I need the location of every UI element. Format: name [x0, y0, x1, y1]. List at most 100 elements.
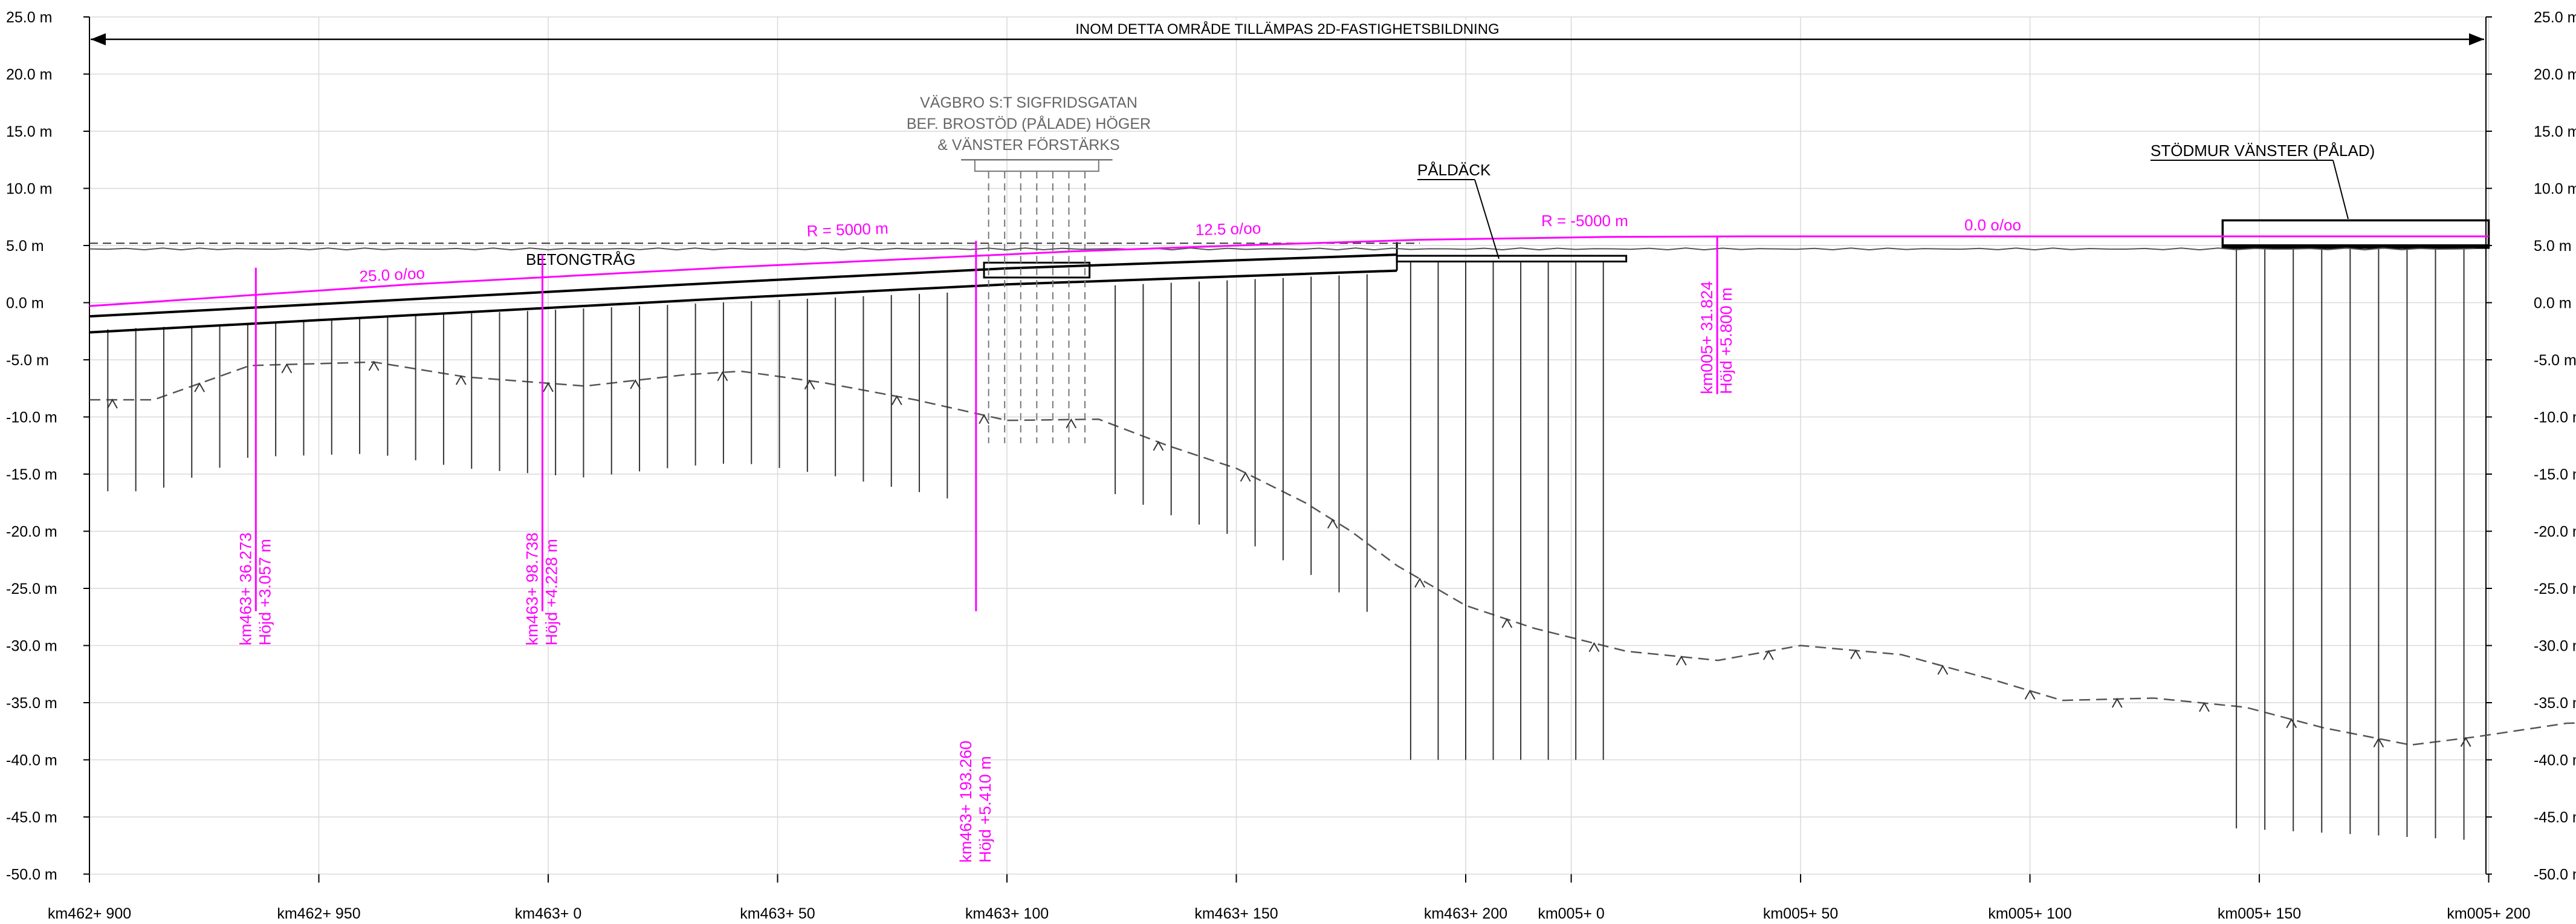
marker-height-label: Höjd +4.228 m — [542, 539, 560, 645]
x-label: km463+ 100 — [965, 905, 1049, 922]
y-label-right: 0.0 m — [2534, 295, 2572, 312]
marker-height-label: Höjd +5.410 m — [976, 756, 994, 862]
bedrock-mark — [1675, 656, 1687, 666]
marker-km-label: km005+ 31.824 — [1698, 281, 1716, 394]
marker-km-label: km463+ 98.738 — [523, 533, 541, 646]
radius-label-2: R = -5000 m — [1541, 212, 1628, 230]
y-label-left: -20.0 m — [6, 524, 57, 541]
grade-label-2: 12.5 o/oo — [1195, 219, 1261, 239]
bedrock-mark — [630, 379, 641, 389]
annotations: VÄGBRO S:T SIGFRIDSGATAN BEF. BROSTÖD (P… — [359, 94, 2375, 285]
marker-km-label: km463+ 193.260 — [957, 741, 975, 863]
marker-height-label: Höjd +5.800 m — [1717, 287, 1735, 394]
trough-bottom — [89, 269, 1397, 334]
ground-surface — [89, 242, 2475, 251]
bedrock-mark — [107, 399, 118, 409]
y-label-right: -30.0 m — [2534, 638, 2576, 655]
y-label-right: -10.0 m — [2534, 409, 2576, 426]
title-arrow-right — [2469, 33, 2484, 45]
x-label: km005+ 50 — [1763, 905, 1838, 922]
y-label-right: 20.0 m — [2534, 67, 2576, 83]
x-label: km005+ 0 — [1538, 905, 1605, 922]
bedrock-polyline — [89, 361, 2576, 746]
bedrock-mark — [543, 382, 554, 392]
existing-bridge — [961, 159, 1113, 443]
ground-polyline — [89, 247, 2475, 251]
bedrock-mark — [1153, 440, 1164, 451]
bedrock-mark — [281, 363, 293, 374]
y-label-right: 15.0 m — [2534, 123, 2576, 140]
alignment-line — [89, 235, 2489, 307]
bedrock-mark — [1763, 650, 1774, 660]
y-label-right: 10.0 m — [2534, 181, 2576, 198]
y-label-left: 15.0 m — [6, 123, 52, 140]
bedrock-line — [89, 360, 2576, 747]
bedrock-mark — [1066, 418, 1077, 429]
bedrock-mark — [2024, 689, 2036, 700]
structures — [89, 219, 2490, 334]
grade-label-1: 25.0 o/oo — [359, 264, 426, 285]
x-label: km463+ 150 — [1194, 905, 1278, 922]
y-label-left: -15.0 m — [6, 466, 57, 483]
pile-deck — [1396, 255, 1628, 262]
title-dimension: INOM DETTA OMRÅDE TILLÄMPAS 2D-FASTIGHET… — [91, 20, 2484, 45]
drawing-title: INOM DETTA OMRÅDE TILLÄMPAS 2D-FASTIGHET… — [1075, 21, 1499, 37]
chainage-markers: km463+ 36.273 Höjd +3.057 m km463+ 98.738 H… — [236, 236, 1735, 863]
bedrock-mark — [2199, 701, 2210, 712]
bedrock-mark — [455, 375, 467, 385]
bedrock-mark — [717, 371, 728, 382]
x-label: km463+ 0 — [515, 905, 582, 922]
y-label-right: -40.0 m — [2534, 752, 2576, 769]
y-label-left: -50.0 m — [6, 867, 57, 883]
x-label: km005+ 200 — [2447, 905, 2530, 922]
paldack-leader — [1474, 179, 1500, 259]
grade-label-3: 0.0 o/oo — [1964, 216, 2021, 234]
bedrock-mark — [1414, 578, 1425, 588]
alignment-polyline — [89, 235, 2489, 307]
retaining-wall — [2221, 219, 2490, 249]
y-label-left: -10.0 m — [6, 409, 57, 426]
radius-label-1: R = 5000 m — [806, 219, 888, 240]
bedrock-mark — [2460, 737, 2471, 747]
bedrock-mark — [979, 414, 989, 425]
y-label-left: 5.0 m — [6, 238, 44, 255]
stodmur-leader — [2332, 160, 2349, 220]
piles — [107, 247, 2465, 840]
trough-top — [89, 253, 1397, 318]
y-label-left: 10.0 m — [6, 181, 52, 198]
bedrock-mark — [368, 360, 380, 371]
bedrock-mark — [1588, 642, 1600, 652]
y-label-left: -40.0 m — [6, 752, 57, 769]
bridge-label-line1: VÄGBRO S:T SIGFRIDSGATAN — [920, 94, 1138, 111]
bedrock-mark — [804, 379, 815, 390]
title-arrow-left — [91, 33, 106, 45]
paldack-label: PÅLDÄCK — [1417, 161, 1491, 179]
y-label-right: 25.0 m — [2534, 9, 2576, 26]
y-label-left: -30.0 m — [6, 638, 57, 655]
bedrock-mark — [1327, 518, 1338, 529]
marker-km-label: km463+ 36.273 — [236, 533, 254, 646]
bridge-label-line2: BEF. BROSTÖD (PÅLADE) HÖGER — [907, 114, 1151, 132]
y-label-left: -45.0 m — [6, 809, 57, 826]
bedrock-mark — [891, 395, 902, 405]
y-label-right: -50.0 m — [2534, 867, 2576, 883]
y-label-left: 0.0 m — [6, 295, 44, 312]
x-label: km005+ 100 — [1988, 905, 2071, 922]
bedrock-mark — [2286, 718, 2297, 729]
y-label-left: -25.0 m — [6, 581, 57, 597]
bedrock-mark — [1501, 618, 1513, 628]
y-label-right: -35.0 m — [2534, 695, 2576, 712]
bedrock-mark — [194, 382, 205, 392]
grid — [89, 16, 2490, 883]
y-label-right: -25.0 m — [2534, 581, 2576, 597]
y-label-right: -45.0 m — [2534, 809, 2576, 826]
x-label: km463+ 200 — [1424, 905, 1507, 922]
axes — [83, 16, 2492, 875]
marker-height-label: Höjd +3.057 m — [256, 539, 274, 645]
y-label-right: -5.0 m — [2534, 352, 2576, 369]
y-axis-labels-left: 25.0 m 20.0 m 15.0 m 10.0 m 5.0 m 0.0 m -5.0 m… — [6, 9, 57, 883]
y-label-right: -20.0 m — [2534, 524, 2576, 541]
stodmur-label: STÖDMUR VÄNSTER (PÅLAD) — [2150, 142, 2375, 160]
y-label-right: 5.0 m — [2534, 238, 2572, 255]
